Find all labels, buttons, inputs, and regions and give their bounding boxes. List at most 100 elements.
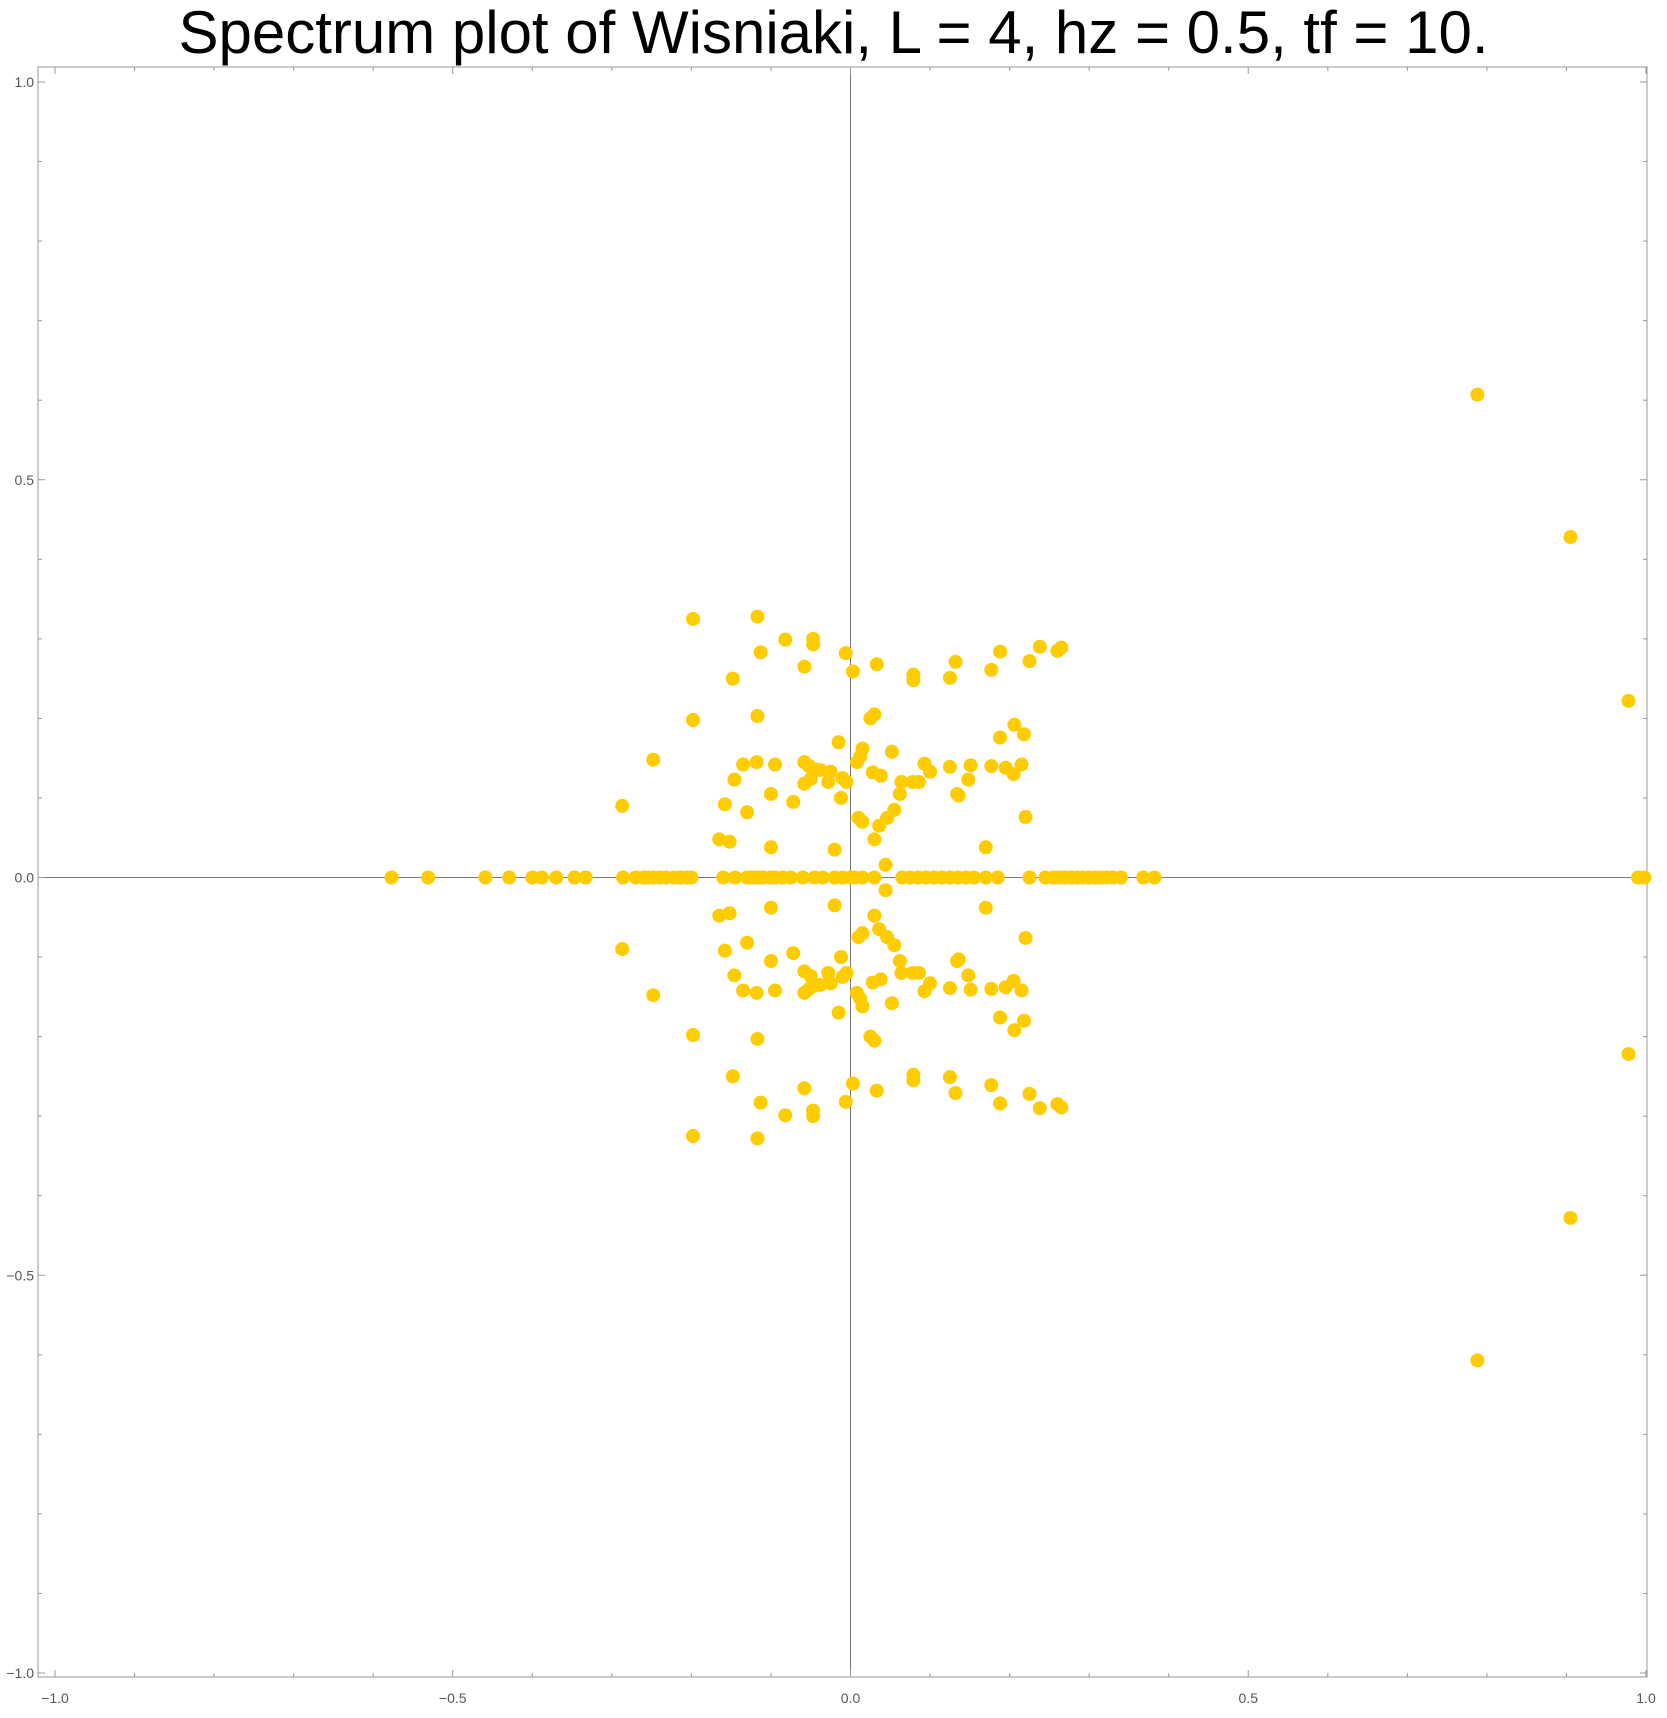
x-tick-label: −1.0 [41,1690,69,1706]
data-point [567,870,582,885]
data-point [855,814,870,829]
data-point [478,870,493,885]
data-point [990,870,1005,885]
data-point [578,870,593,885]
data-point [1563,1210,1578,1225]
data-point [873,972,888,987]
data-point [884,744,899,759]
data-point [833,950,848,965]
data-point [894,965,909,980]
data-point [869,1083,884,1098]
data-point [963,982,978,997]
data-point [797,659,812,674]
data-point [984,759,999,774]
data-point [1113,870,1128,885]
data-point [750,1031,765,1046]
data-point [869,657,884,672]
data-point [797,1081,812,1096]
data-point [1016,1013,1031,1028]
data-point [984,1078,999,1093]
data-point [966,870,981,885]
y-tick-label: 0.0 [15,870,35,886]
data-point [867,870,882,885]
data-point [725,671,740,686]
data-point [951,788,966,803]
data-point [873,768,888,783]
data-point [1014,983,1029,998]
data-point [813,977,828,992]
data-point [838,1094,853,1109]
data-point [717,797,732,812]
data-point [615,942,630,957]
data-point [786,946,801,961]
data-point [736,983,751,998]
y-tick-label: −0.5 [6,1267,34,1283]
data-point [1054,1100,1069,1115]
x-tick-label: 0.5 [1239,1690,1259,1706]
data-point [725,1069,740,1084]
data-point [942,670,957,685]
data-point [993,1096,1008,1111]
data-point [502,870,517,885]
data-point [906,673,921,688]
data-point [1470,1353,1485,1368]
data-point [911,775,926,790]
data-point [1018,930,1033,945]
data-point [845,1076,860,1091]
y-tick-label: 1.0 [15,74,35,90]
data-point [961,968,976,983]
data-point [767,757,782,772]
data-point [763,840,778,855]
data-points [384,387,1652,1368]
data-point [878,857,893,872]
data-point [767,983,782,998]
data-point [685,611,700,626]
data-point [948,1086,963,1101]
data-point [786,794,801,809]
data-point [795,870,810,885]
data-point [951,952,966,967]
data-point [827,898,842,913]
data-point [838,646,853,661]
data-point [727,968,742,983]
x-tick-label: 0.0 [841,1690,861,1706]
data-point [849,985,864,1000]
data-point [646,988,661,1003]
data-point [961,772,976,787]
data-point [1032,1101,1047,1116]
data-point [778,1108,793,1123]
data-point [892,786,907,801]
data-point [942,981,957,996]
data-point [684,870,699,885]
data-point [722,906,737,921]
data-point [1022,654,1037,669]
data-point [1006,767,1021,782]
data-point [892,954,907,969]
data-point [1032,639,1047,654]
data-point [1563,530,1578,545]
data-point [646,752,661,767]
data-point [384,870,399,885]
data-point [978,900,993,915]
data-point [615,798,630,813]
data-point [894,775,909,790]
data-point [906,1067,921,1082]
tick-labels: −1.0 −0.5 0.0 0.5 1.0 −1.0 −0.5 0.0 0.5 1.0 [6,74,1656,1706]
data-point [963,758,978,773]
data-point [728,870,743,885]
data-point [740,935,755,950]
data-point [534,870,549,885]
data-point [1007,1023,1022,1038]
data-point [993,730,1008,745]
data-point [749,755,764,770]
data-point [855,926,870,941]
data-point [727,772,742,787]
data-point [685,1129,700,1144]
data-point [1007,717,1022,732]
data-point [831,735,846,750]
data-point [753,645,768,660]
data-point [867,707,882,722]
data-point [849,755,864,770]
data-point [1621,1047,1636,1062]
